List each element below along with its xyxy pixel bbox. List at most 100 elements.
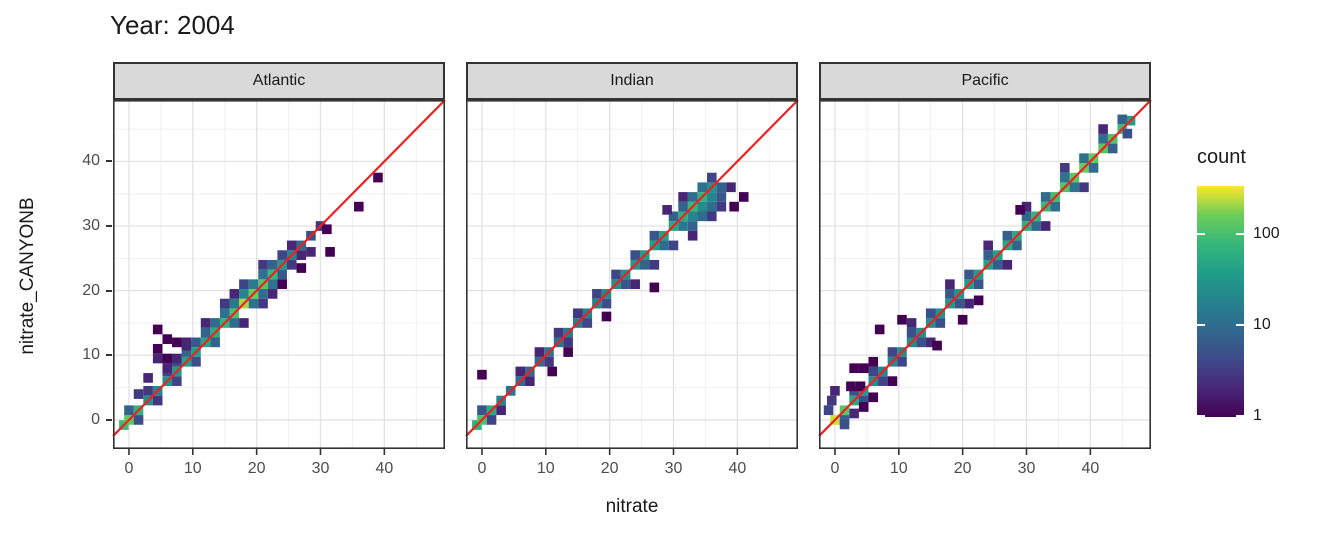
count-bin — [823, 405, 834, 416]
x-tick-label: 40 — [1081, 460, 1099, 477]
count-bin — [707, 201, 717, 212]
identity-line — [112, 99, 446, 437]
count-bin — [496, 405, 506, 416]
x-tick-label: 40 — [375, 460, 393, 477]
x-tick-label: 20 — [601, 460, 619, 477]
count-bin — [1040, 221, 1051, 231]
count-bin — [916, 337, 926, 348]
count-bin — [716, 182, 727, 193]
count-bin — [325, 247, 335, 257]
count-bin — [1031, 221, 1041, 231]
count-bin — [191, 356, 201, 367]
count-bin — [887, 347, 898, 357]
count-bin — [1079, 153, 1089, 164]
count-bin — [525, 376, 535, 386]
count-bin — [687, 192, 698, 202]
count-bin — [200, 318, 211, 328]
count-bin — [662, 205, 672, 215]
x-tick-label: 30 — [665, 460, 683, 477]
count-bin — [152, 343, 163, 354]
count-bin — [181, 347, 192, 357]
count-bin — [547, 366, 557, 377]
count-bin — [964, 298, 974, 309]
panel-border — [819, 100, 1151, 449]
count-bin — [868, 356, 879, 367]
facet-panel: 0 10 20 30 40 — [818, 99, 1152, 477]
count-bin — [181, 340, 192, 351]
count-bin — [906, 318, 917, 328]
count-bin — [1122, 128, 1133, 139]
count-bin — [162, 334, 173, 344]
y-tick-mark — [106, 354, 112, 357]
legend-tick-label: 1 — [1253, 407, 1262, 424]
count-bin — [945, 279, 955, 290]
y-tick-mark — [106, 418, 112, 421]
count-bin — [630, 279, 640, 290]
count-bin — [668, 240, 679, 251]
count-bin — [563, 347, 573, 357]
panel-plot: 0 10 20 30 40 — [112, 99, 446, 477]
count-bin — [258, 259, 268, 270]
count-bin — [983, 250, 993, 260]
count-bin — [229, 289, 240, 299]
count-bin — [133, 415, 144, 425]
count-bin — [1098, 124, 1108, 134]
facet-panel: 0 10 20 30 40 — [112, 99, 446, 477]
legend-title: count — [1197, 146, 1246, 168]
identity-line — [465, 99, 799, 437]
count-bin — [687, 221, 698, 231]
x-tick-label: 10 — [890, 460, 908, 477]
count-bin — [248, 279, 259, 290]
count-bin — [162, 363, 173, 374]
facet-pacific: Pacific 0 10 20 30 40 — [818, 62, 1152, 477]
count-bin — [846, 381, 856, 392]
count-bin — [716, 192, 727, 202]
x-tick-label: 30 — [312, 460, 330, 477]
count-bin — [286, 240, 297, 251]
y-tick-label: 20 — [82, 281, 100, 299]
facet-panel: 0 10 20 30 40 — [465, 99, 799, 477]
legend-gradient-bar — [1197, 186, 1244, 417]
count-bin — [544, 356, 554, 367]
count-bin — [152, 395, 163, 406]
count-bin — [687, 211, 698, 222]
count-bin — [697, 201, 708, 212]
count-bin — [267, 289, 278, 299]
legend-tick-mark — [1236, 233, 1244, 236]
count-bin — [649, 230, 660, 241]
legend-tick-label: 100 — [1253, 225, 1280, 243]
facet-strip-label: Atlantic — [113, 62, 445, 100]
count-bin — [954, 298, 965, 309]
count-bin — [649, 282, 660, 293]
count-bin — [258, 269, 268, 280]
count-bin — [601, 311, 612, 322]
x-tick-label: 20 — [954, 460, 972, 477]
count-bin — [906, 327, 917, 338]
count-bin — [563, 337, 573, 348]
x-tick-label: 10 — [184, 460, 202, 477]
count-bin — [143, 373, 153, 383]
count-bin — [258, 289, 268, 299]
legend-tick-mark — [1236, 415, 1244, 417]
count-bin — [964, 269, 974, 280]
count-bin — [1021, 201, 1032, 212]
count-bin — [697, 211, 708, 222]
count-bin — [296, 263, 307, 273]
facet-atlantic: Atlantic 0 10 20 30 40 — [112, 62, 446, 477]
count-bin — [678, 192, 688, 202]
y-tick-label: 30 — [82, 217, 100, 235]
count-bin — [277, 250, 287, 260]
count-bin — [267, 259, 278, 270]
x-tick-label: 30 — [1018, 460, 1036, 477]
count-bin — [277, 269, 287, 280]
x-axis-title: nitrate — [605, 496, 659, 517]
x-tick-label: 10 — [537, 460, 555, 477]
panel-border — [466, 100, 798, 449]
count-bin — [152, 353, 163, 364]
plot-title: Year: 2004 — [110, 10, 235, 40]
count-bin — [973, 295, 984, 306]
count-bin — [925, 308, 936, 319]
count-bin — [707, 172, 717, 183]
count-bin — [992, 259, 1003, 270]
x-tick-label: 0 — [478, 460, 487, 477]
